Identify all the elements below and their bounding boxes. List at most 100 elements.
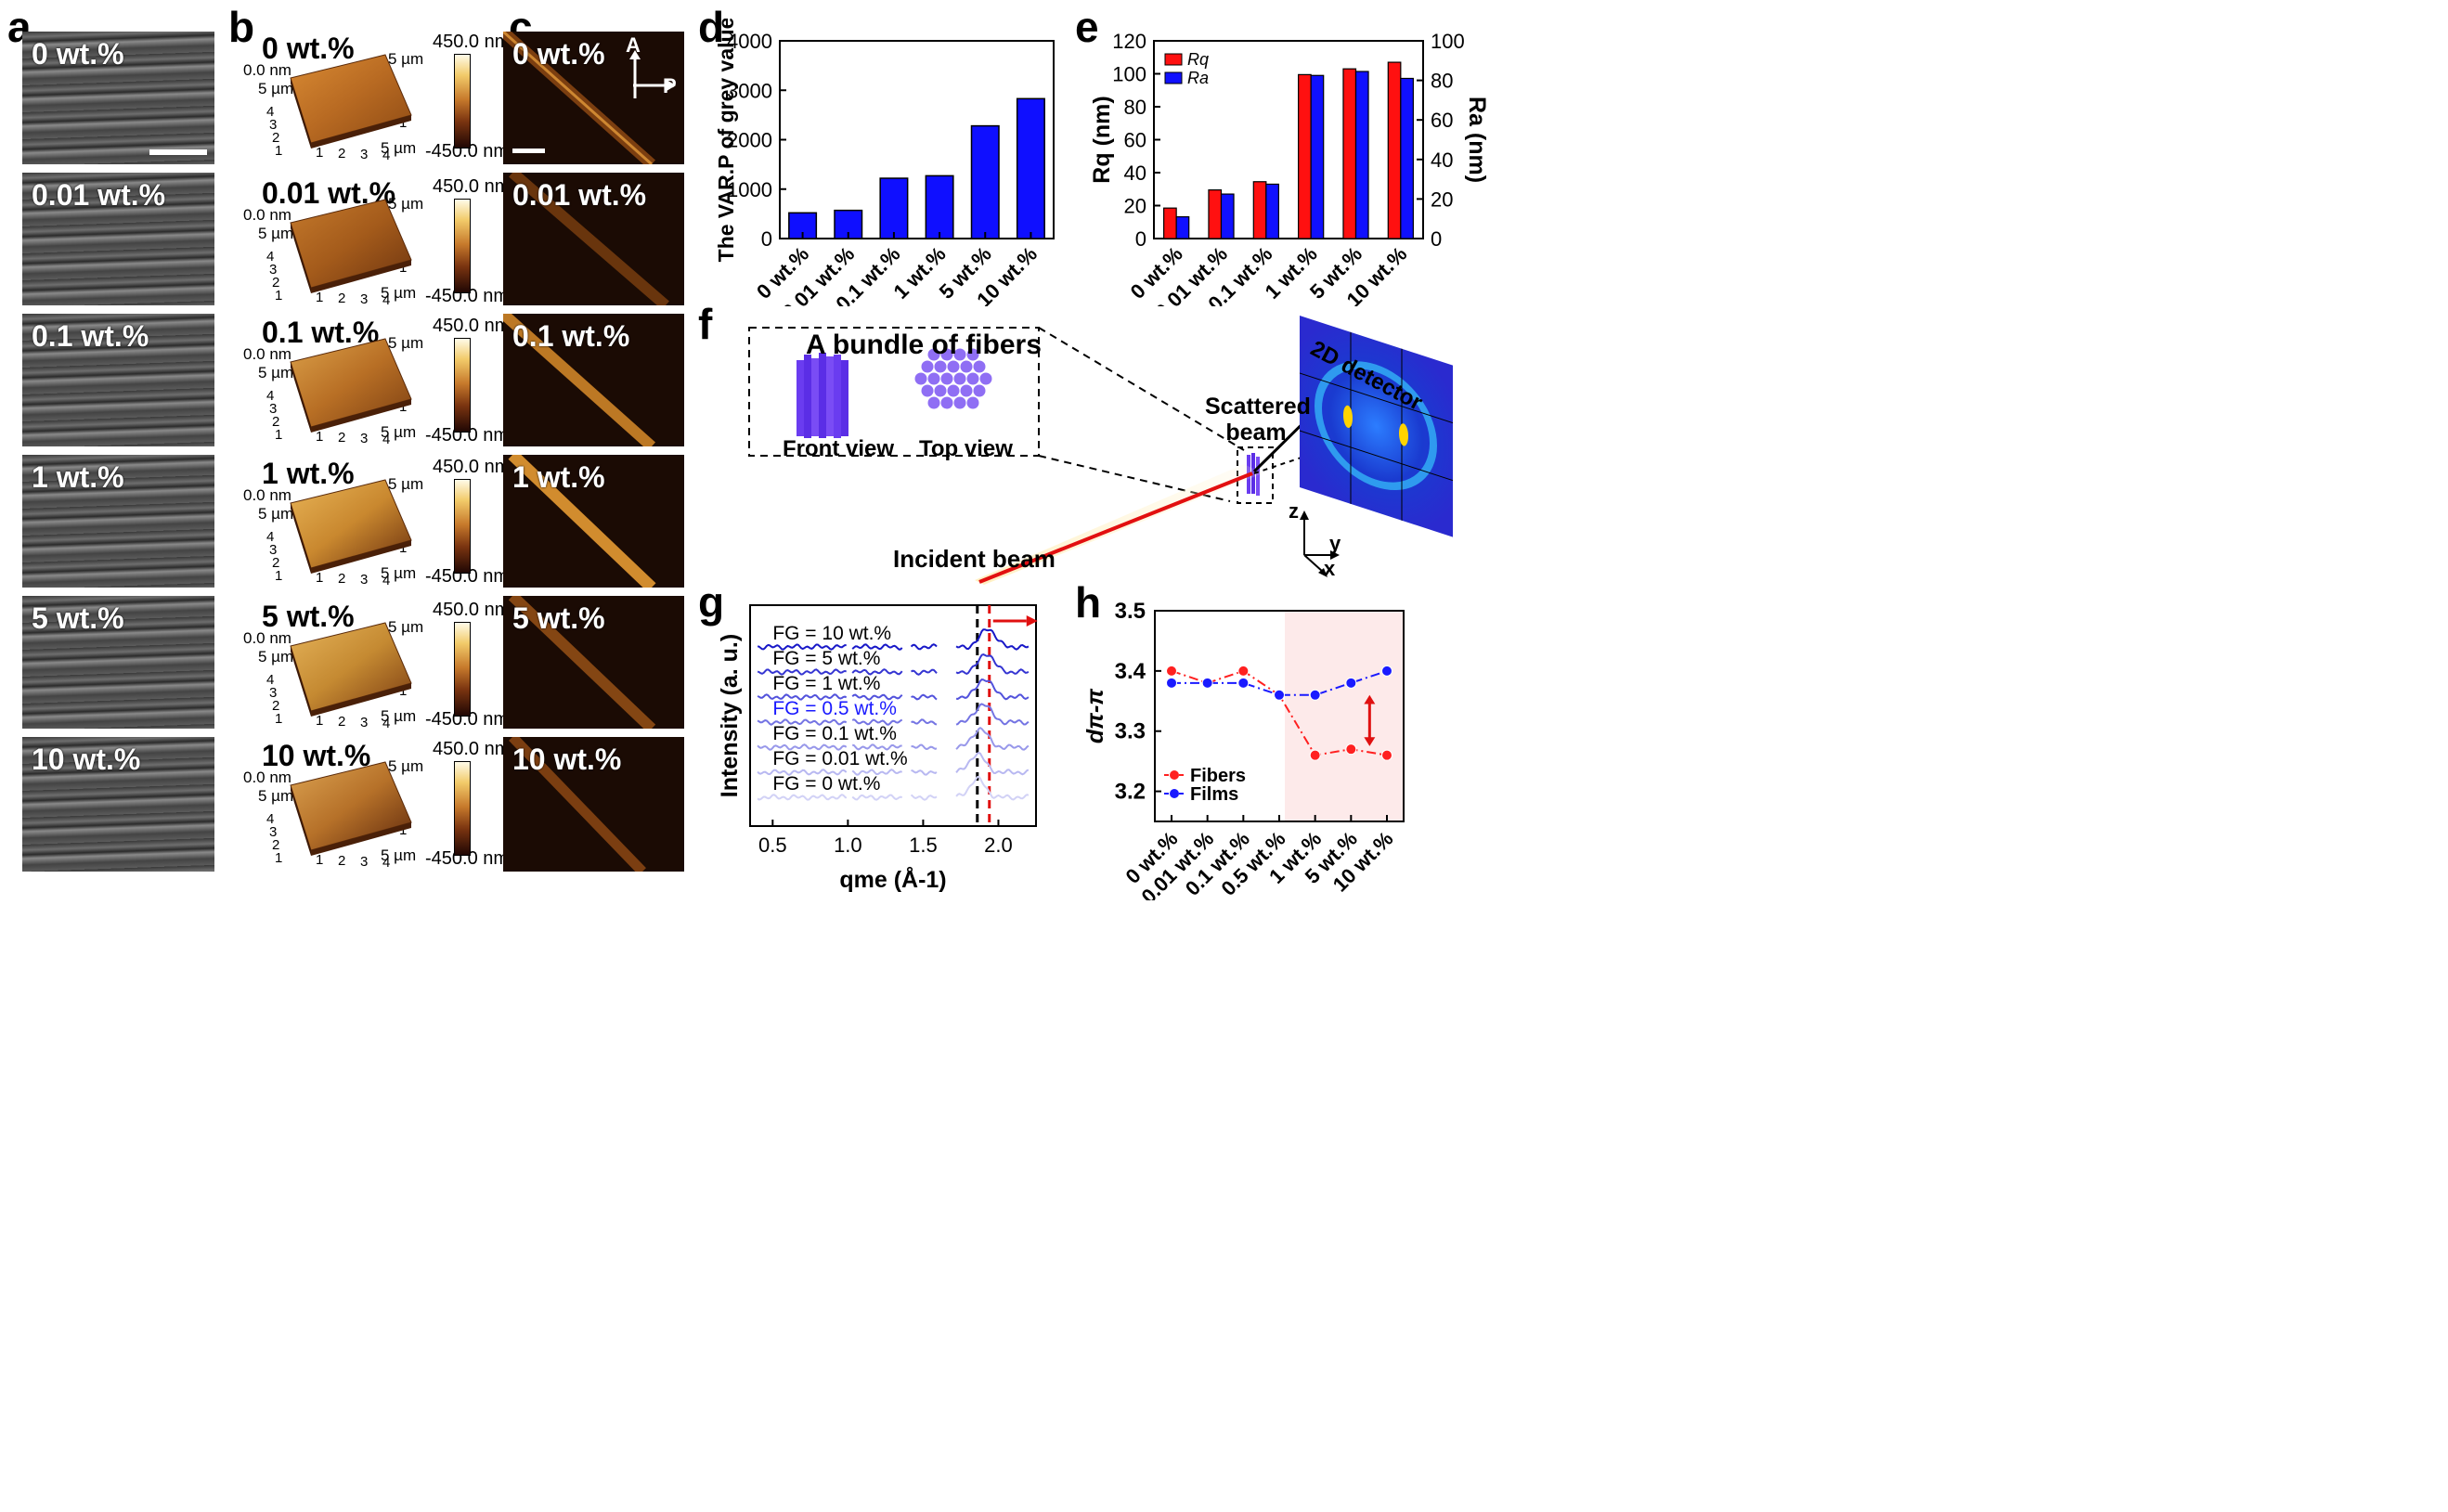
afm-surface xyxy=(290,54,412,149)
bar-ra xyxy=(1400,77,1414,239)
afm-surface-plane xyxy=(290,761,412,851)
sem-label: 0.1 wt.% xyxy=(32,319,149,353)
afm-axis-max: 5 µm xyxy=(381,284,417,302)
incident-beam-line xyxy=(978,472,1253,584)
y-tick-label: 3.4 xyxy=(1115,659,1146,684)
y-tick-label: 3.2 xyxy=(1115,780,1146,805)
fiber-circle xyxy=(927,396,940,409)
afm-tick: 1 xyxy=(275,288,283,304)
afm-tick: 4 xyxy=(266,249,275,265)
afm-tick: 1 xyxy=(399,822,408,838)
pol-label: 0.1 wt.% xyxy=(512,319,630,353)
afm-scale-min: -450.0 nm xyxy=(425,566,510,587)
bundle-title: A bundle of fibers xyxy=(806,330,1042,360)
afm-sample-label: 0.1 wt.% xyxy=(262,316,380,349)
pol-label: 5 wt.% xyxy=(512,601,605,635)
sem-image-0: 0 wt.% xyxy=(22,32,214,164)
afm-tick: 3 xyxy=(269,117,278,133)
afm-scale-max: 450.0 nm xyxy=(433,176,511,197)
afm-tick: 2 xyxy=(272,275,280,291)
afm-z-zero: 0.0 nm xyxy=(243,61,291,79)
y-tick-label: 3000 xyxy=(727,79,772,102)
y-tick-label: 0 xyxy=(761,227,772,251)
afm-axis-max: 5 µm xyxy=(388,475,424,493)
afm-surface xyxy=(290,338,412,433)
data-point xyxy=(1345,743,1357,756)
fiber-streak xyxy=(508,596,656,729)
afm-axis-max: 5 µm xyxy=(381,564,417,582)
afm-axis-max: 5 µm xyxy=(258,80,294,97)
x-tick-label: 1.5 xyxy=(909,834,938,857)
afm-tick: 4 xyxy=(266,672,275,688)
afm-tick: 3 xyxy=(269,542,278,558)
afm-surface-plane xyxy=(290,479,412,569)
panel-label-h: h xyxy=(1075,578,1102,627)
scattered-beam-label: Scattered beam xyxy=(1205,394,1311,446)
afm-surface-plane xyxy=(290,622,412,712)
afm-axis-max: 5 µm xyxy=(258,505,294,523)
y-right-tick-label: 60 xyxy=(1431,109,1453,132)
pol-label: 10 wt.% xyxy=(512,743,622,776)
xyz-axes xyxy=(1300,510,1340,577)
afm-z-zero: 0.0 nm xyxy=(243,206,291,224)
data-point xyxy=(1166,665,1177,677)
afm-sample-label: 5 wt.% xyxy=(262,600,355,633)
bar xyxy=(879,177,909,239)
y-axis-title-left: Rq (nm) xyxy=(1089,96,1115,183)
fiber-streak xyxy=(509,173,669,305)
afm-scale-max: 450.0 nm xyxy=(433,457,511,477)
bar-ra xyxy=(1310,74,1325,239)
bar-rq xyxy=(1208,189,1223,239)
bar xyxy=(970,124,1000,239)
data-point xyxy=(1166,677,1177,689)
afm-surface-plane xyxy=(290,199,412,289)
pol-image-4: 5 wt.% xyxy=(503,596,684,729)
spectrum-line xyxy=(757,751,1030,776)
y-tick-label: 120 xyxy=(1112,30,1146,53)
afm-tick: 1 xyxy=(316,290,324,305)
afm-surface-edge xyxy=(311,115,411,149)
y-tick-label: 3.3 xyxy=(1115,719,1146,744)
afm-surface-edge xyxy=(311,540,411,574)
fiber-circle xyxy=(947,360,960,373)
panel-label-g: g xyxy=(698,578,725,627)
y-tick-label: 20 xyxy=(1124,195,1146,218)
y-axis-title-right: Ra (nm) xyxy=(1464,97,1490,183)
chart-g: 0.5 1.0 1.5 2.0 FG = 10 wt.% FG = 5 wt.% FG = … xyxy=(717,604,1038,893)
afm-colorbar xyxy=(454,199,471,293)
scale-bar xyxy=(149,149,207,155)
afm-tick: 3 xyxy=(360,431,369,446)
data-point xyxy=(1345,677,1357,689)
afm-surface-edge xyxy=(311,399,411,433)
afm-colorbar xyxy=(454,622,471,717)
afm-tick: 1 xyxy=(316,713,324,729)
fiber-bundle-top xyxy=(914,348,992,409)
sem-image-3: 1 wt.% xyxy=(22,455,214,588)
pol-label: 1 wt.% xyxy=(512,460,605,494)
afm-sample-label: 1 wt.% xyxy=(262,457,355,490)
afm-surface-edge xyxy=(291,785,311,856)
afm-axis-max: 5 µm xyxy=(388,195,424,213)
difference-arrow-head xyxy=(1364,737,1376,746)
afm-tick: 4 xyxy=(382,573,391,588)
afm-axis-max: 5 µm xyxy=(258,648,294,666)
axis-x-label: x xyxy=(1324,557,1336,580)
sem-label: 0.01 wt.% xyxy=(32,178,166,212)
pol-label: 0 wt.% xyxy=(512,37,605,71)
afm-surface xyxy=(290,622,412,717)
fiber-circle xyxy=(953,396,966,409)
panel-label-f: f xyxy=(698,300,713,348)
afm-tick: 2 xyxy=(272,414,280,430)
afm-tick: 3 xyxy=(269,685,278,701)
bar-rq xyxy=(1387,61,1402,239)
x-tick-label: 2.0 xyxy=(984,834,1013,857)
afm-tick: 2 xyxy=(272,130,280,146)
series-label: FG = 10 wt.% xyxy=(772,623,891,644)
fiber-circle xyxy=(940,348,953,361)
afm-axis-max: 5 µm xyxy=(258,787,294,805)
shift-arrow-head xyxy=(1026,615,1038,627)
bar xyxy=(925,174,954,239)
fiber-circle xyxy=(966,396,979,409)
afm-tick: 2 xyxy=(272,698,280,714)
